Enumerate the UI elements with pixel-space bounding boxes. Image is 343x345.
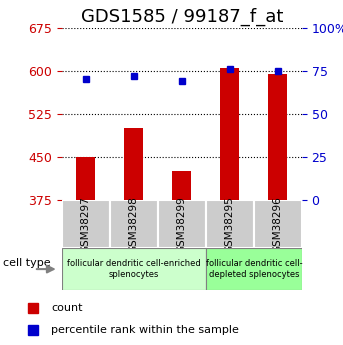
Text: GSM38296: GSM38296: [273, 196, 283, 253]
Text: count: count: [51, 303, 83, 313]
Text: GSM38295: GSM38295: [225, 196, 235, 253]
FancyBboxPatch shape: [110, 200, 158, 248]
Text: GSM38297: GSM38297: [81, 196, 91, 253]
Text: follicular dendritic cell-enriched
splenocytes: follicular dendritic cell-enriched splen…: [67, 259, 201, 279]
FancyBboxPatch shape: [62, 248, 206, 290]
FancyBboxPatch shape: [158, 200, 206, 248]
Text: GSM38299: GSM38299: [177, 196, 187, 253]
FancyBboxPatch shape: [254, 200, 302, 248]
Text: follicular dendritic cell-
depleted splenocytes: follicular dendritic cell- depleted sple…: [205, 259, 302, 279]
FancyBboxPatch shape: [62, 200, 110, 248]
Bar: [76, 157, 95, 200]
Bar: [172, 171, 191, 200]
Title: GDS1585 / 99187_f_at: GDS1585 / 99187_f_at: [81, 8, 283, 26]
FancyBboxPatch shape: [206, 200, 254, 248]
Bar: [220, 68, 239, 200]
Text: cell type: cell type: [3, 258, 51, 268]
Text: GSM38298: GSM38298: [129, 196, 139, 253]
FancyBboxPatch shape: [206, 248, 302, 290]
Bar: [124, 128, 143, 200]
Bar: [268, 73, 287, 200]
Text: percentile rank within the sample: percentile rank within the sample: [51, 325, 239, 335]
